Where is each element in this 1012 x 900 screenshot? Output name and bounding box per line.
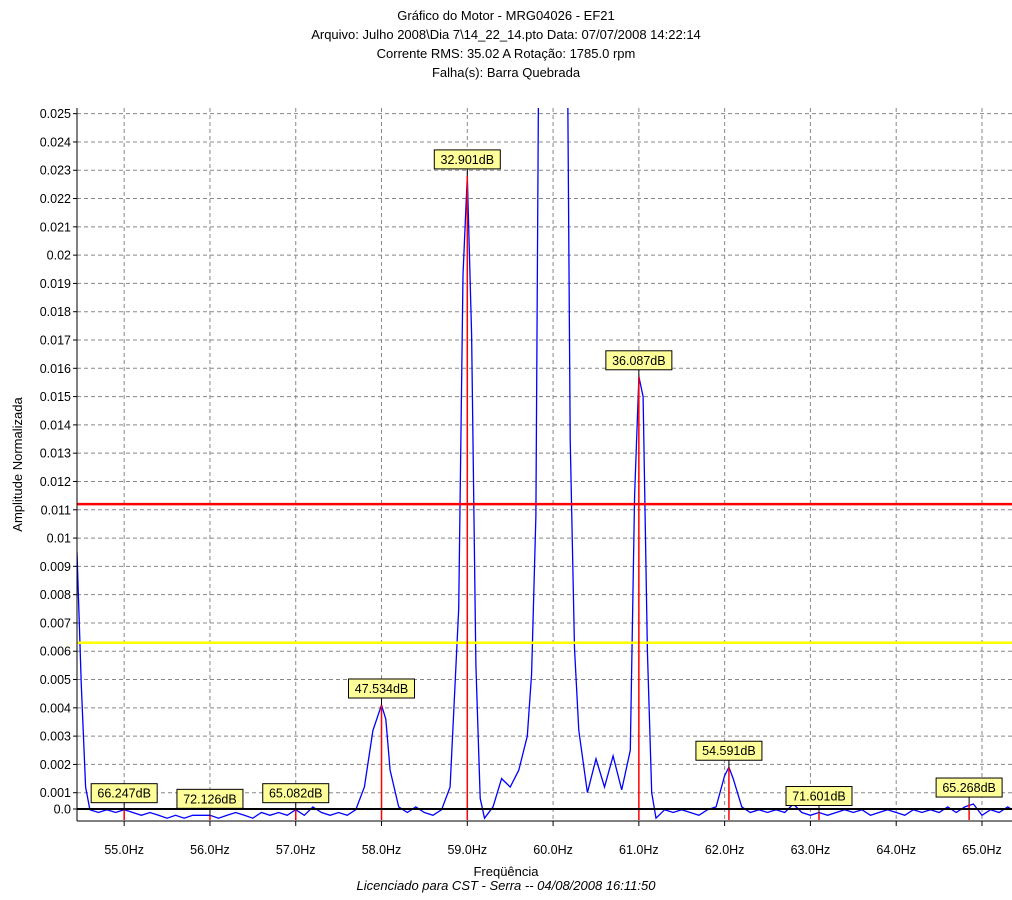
annotation-label: 66.247dB [97, 787, 151, 801]
annotation-box [433, 149, 501, 170]
chart-header: Gráfico do Motor - MRG04026 - EF21 Arqui… [0, 6, 1012, 82]
x-tick-label: 63.0Hz [791, 843, 831, 857]
license-text: Licenciado para CST - Serra -- 04/08/200… [356, 878, 656, 893]
y-tick-label: 0.006 [40, 645, 71, 659]
annotation-box [176, 788, 244, 809]
annotation-label: 32.901dB [441, 153, 495, 167]
file-info: Arquivo: Julho 2008\Dia 7\14_22_14.pto D… [311, 27, 701, 42]
y-tick-label: 0.007 [40, 616, 71, 630]
y-axis-label: Amplitude Normalizada [10, 397, 25, 532]
y-tick-label: 0.019 [40, 277, 71, 291]
y-tick-label: 0.017 [40, 334, 71, 348]
x-tick-label: 65.0Hz [962, 843, 1002, 857]
y-tick-label: 0.011 [41, 503, 71, 517]
y-tick-label: 0.009 [40, 560, 71, 574]
annotation-label: 47.534dB [355, 682, 409, 696]
x-tick-label: 55.0Hz [104, 843, 144, 857]
y-tick-label: 0.022 [40, 192, 71, 206]
y-tick-label: 0.013 [40, 447, 71, 461]
y-tick-label: 0.021 [40, 220, 71, 234]
y-tick-label: 0.002 [40, 758, 71, 772]
x-tick-label: 61.0Hz [619, 843, 659, 857]
peak-annotation: 47.534dB [348, 678, 416, 705]
y-tick-label: 0.025 [40, 107, 71, 121]
annotation-label: 72.126dB [183, 792, 237, 806]
peak-annotation: 71.601dB [785, 786, 853, 813]
annotation-label: 71.601dB [792, 790, 846, 804]
y-tick-label: 0.008 [40, 588, 71, 602]
y-tick-label: 0.015 [40, 390, 71, 404]
y-tick-label: 0.023 [40, 164, 71, 178]
y-tick-label: 0.018 [40, 305, 71, 319]
x-tick-label: 56.0Hz [190, 843, 230, 857]
y-tick-label: 0.005 [40, 673, 71, 687]
annotation-box [695, 740, 763, 761]
annotation-label: 65.082dB [269, 787, 323, 801]
annotation-label: 54.591dB [702, 744, 756, 758]
x-tick-label: 62.0Hz [705, 843, 745, 857]
y-tick-label: 0.004 [40, 701, 71, 715]
annotation-box [605, 350, 673, 371]
x-tick-label: 58.0Hz [362, 843, 402, 857]
y-tick-label: 0.0 [54, 803, 71, 817]
peak-annotation: 36.087dB [605, 350, 673, 377]
y-tick-label: 0.001 [40, 786, 71, 800]
x-tick-label: 57.0Hz [276, 843, 316, 857]
x-axis-label: Freqüência [473, 864, 539, 879]
annotation-box [935, 777, 1003, 798]
fault-info: Falha(s): Barra Quebrada [431, 65, 581, 80]
x-tick-label: 64.0Hz [876, 843, 916, 857]
gridlines [77, 108, 1012, 821]
peak-annotation: 54.591dB [695, 740, 763, 768]
current-info: Corrente RMS: 35.02 A Rotação: 1785.0 rp… [376, 46, 636, 61]
annotation-label: 65.268dB [942, 781, 996, 795]
annotation-box [348, 678, 416, 699]
annotation-box [785, 786, 853, 807]
y-tick-label: 0.014 [40, 418, 71, 432]
peak-annotation: 32.901dB [433, 149, 501, 176]
y-tick-label: 0.012 [40, 475, 71, 489]
y-tick-label: 0.01 [47, 532, 71, 546]
peak-annotation: 72.126dB [176, 788, 244, 816]
plot-area [77, 108, 1012, 821]
peak-annotation: 65.082dB [262, 783, 330, 810]
y-tick-label: 0.016 [40, 362, 71, 376]
x-tick-label: 60.0Hz [533, 843, 573, 857]
y-tick-label: 0.02 [47, 249, 71, 263]
peak-annotation: 66.247dB [90, 783, 158, 810]
annotation-box [262, 783, 330, 804]
chart-title: Gráfico do Motor - MRG04026 - EF21 [397, 8, 615, 23]
y-tick-label: 0.003 [40, 730, 71, 744]
x-tick-label: 59.0Hz [447, 843, 487, 857]
peak-annotation: 65.268dB [935, 777, 1003, 805]
annotation-label: 36.087dB [612, 354, 666, 368]
y-tick-label: 0.024 [40, 135, 71, 149]
annotation-box [90, 783, 158, 804]
